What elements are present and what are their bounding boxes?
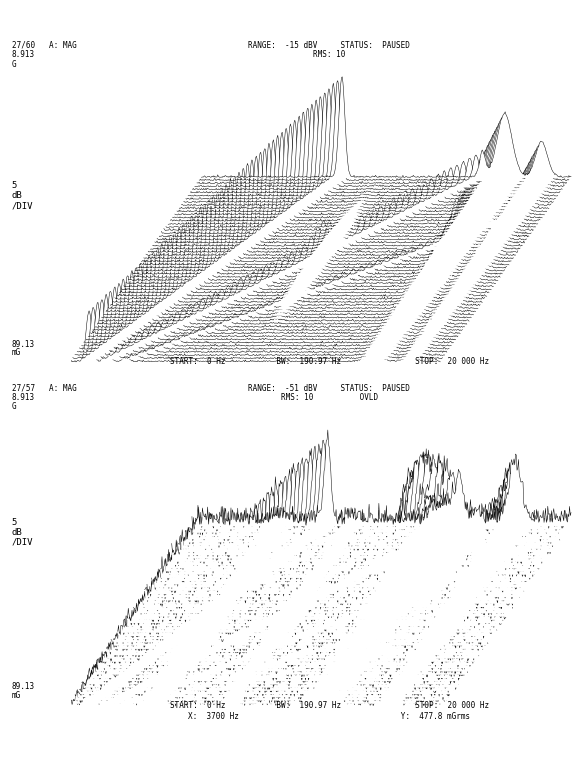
Text: RMS: 10          OVLD: RMS: 10 OVLD: [280, 393, 378, 402]
Text: G: G: [12, 60, 16, 68]
Text: 27/57   A: MAG: 27/57 A: MAG: [12, 384, 76, 392]
Text: 5: 5: [12, 181, 17, 190]
Text: 89.13: 89.13: [12, 682, 35, 691]
Text: RANGE:  -51 dBV     STATUS:  PAUSED: RANGE: -51 dBV STATUS: PAUSED: [248, 384, 410, 392]
Text: RANGE:  -15 dBV     STATUS:  PAUSED: RANGE: -15 dBV STATUS: PAUSED: [248, 41, 410, 49]
Text: G: G: [12, 402, 16, 411]
Text: START:  0 Hz           BW:  190.97 Hz                STOP:  20 000 Hz: START: 0 Hz BW: 190.97 Hz STOP: 20 000 H…: [170, 701, 489, 710]
Text: mG: mG: [12, 348, 21, 358]
Text: dB: dB: [12, 528, 22, 537]
Text: 8.913: 8.913: [12, 393, 35, 402]
Text: /DIV: /DIV: [12, 201, 34, 211]
Text: X:  3700 Hz                                   Y:  477.8 mGrms: X: 3700 Hz Y: 477.8 mGrms: [188, 712, 470, 721]
Text: RMS: 10: RMS: 10: [313, 50, 346, 59]
Text: 5: 5: [12, 518, 17, 527]
Text: dB: dB: [12, 191, 22, 200]
Text: 27/60   A: MAG: 27/60 A: MAG: [12, 41, 76, 49]
Text: 8.913: 8.913: [12, 50, 35, 59]
Text: START:  0 Hz           BW:  190.97 Hz                STOP:  20 000 Hz: START: 0 Hz BW: 190.97 Hz STOP: 20 000 H…: [170, 357, 489, 366]
Text: 89.13: 89.13: [12, 340, 35, 349]
Text: mG: mG: [12, 691, 21, 700]
Text: /DIV: /DIV: [12, 538, 34, 547]
